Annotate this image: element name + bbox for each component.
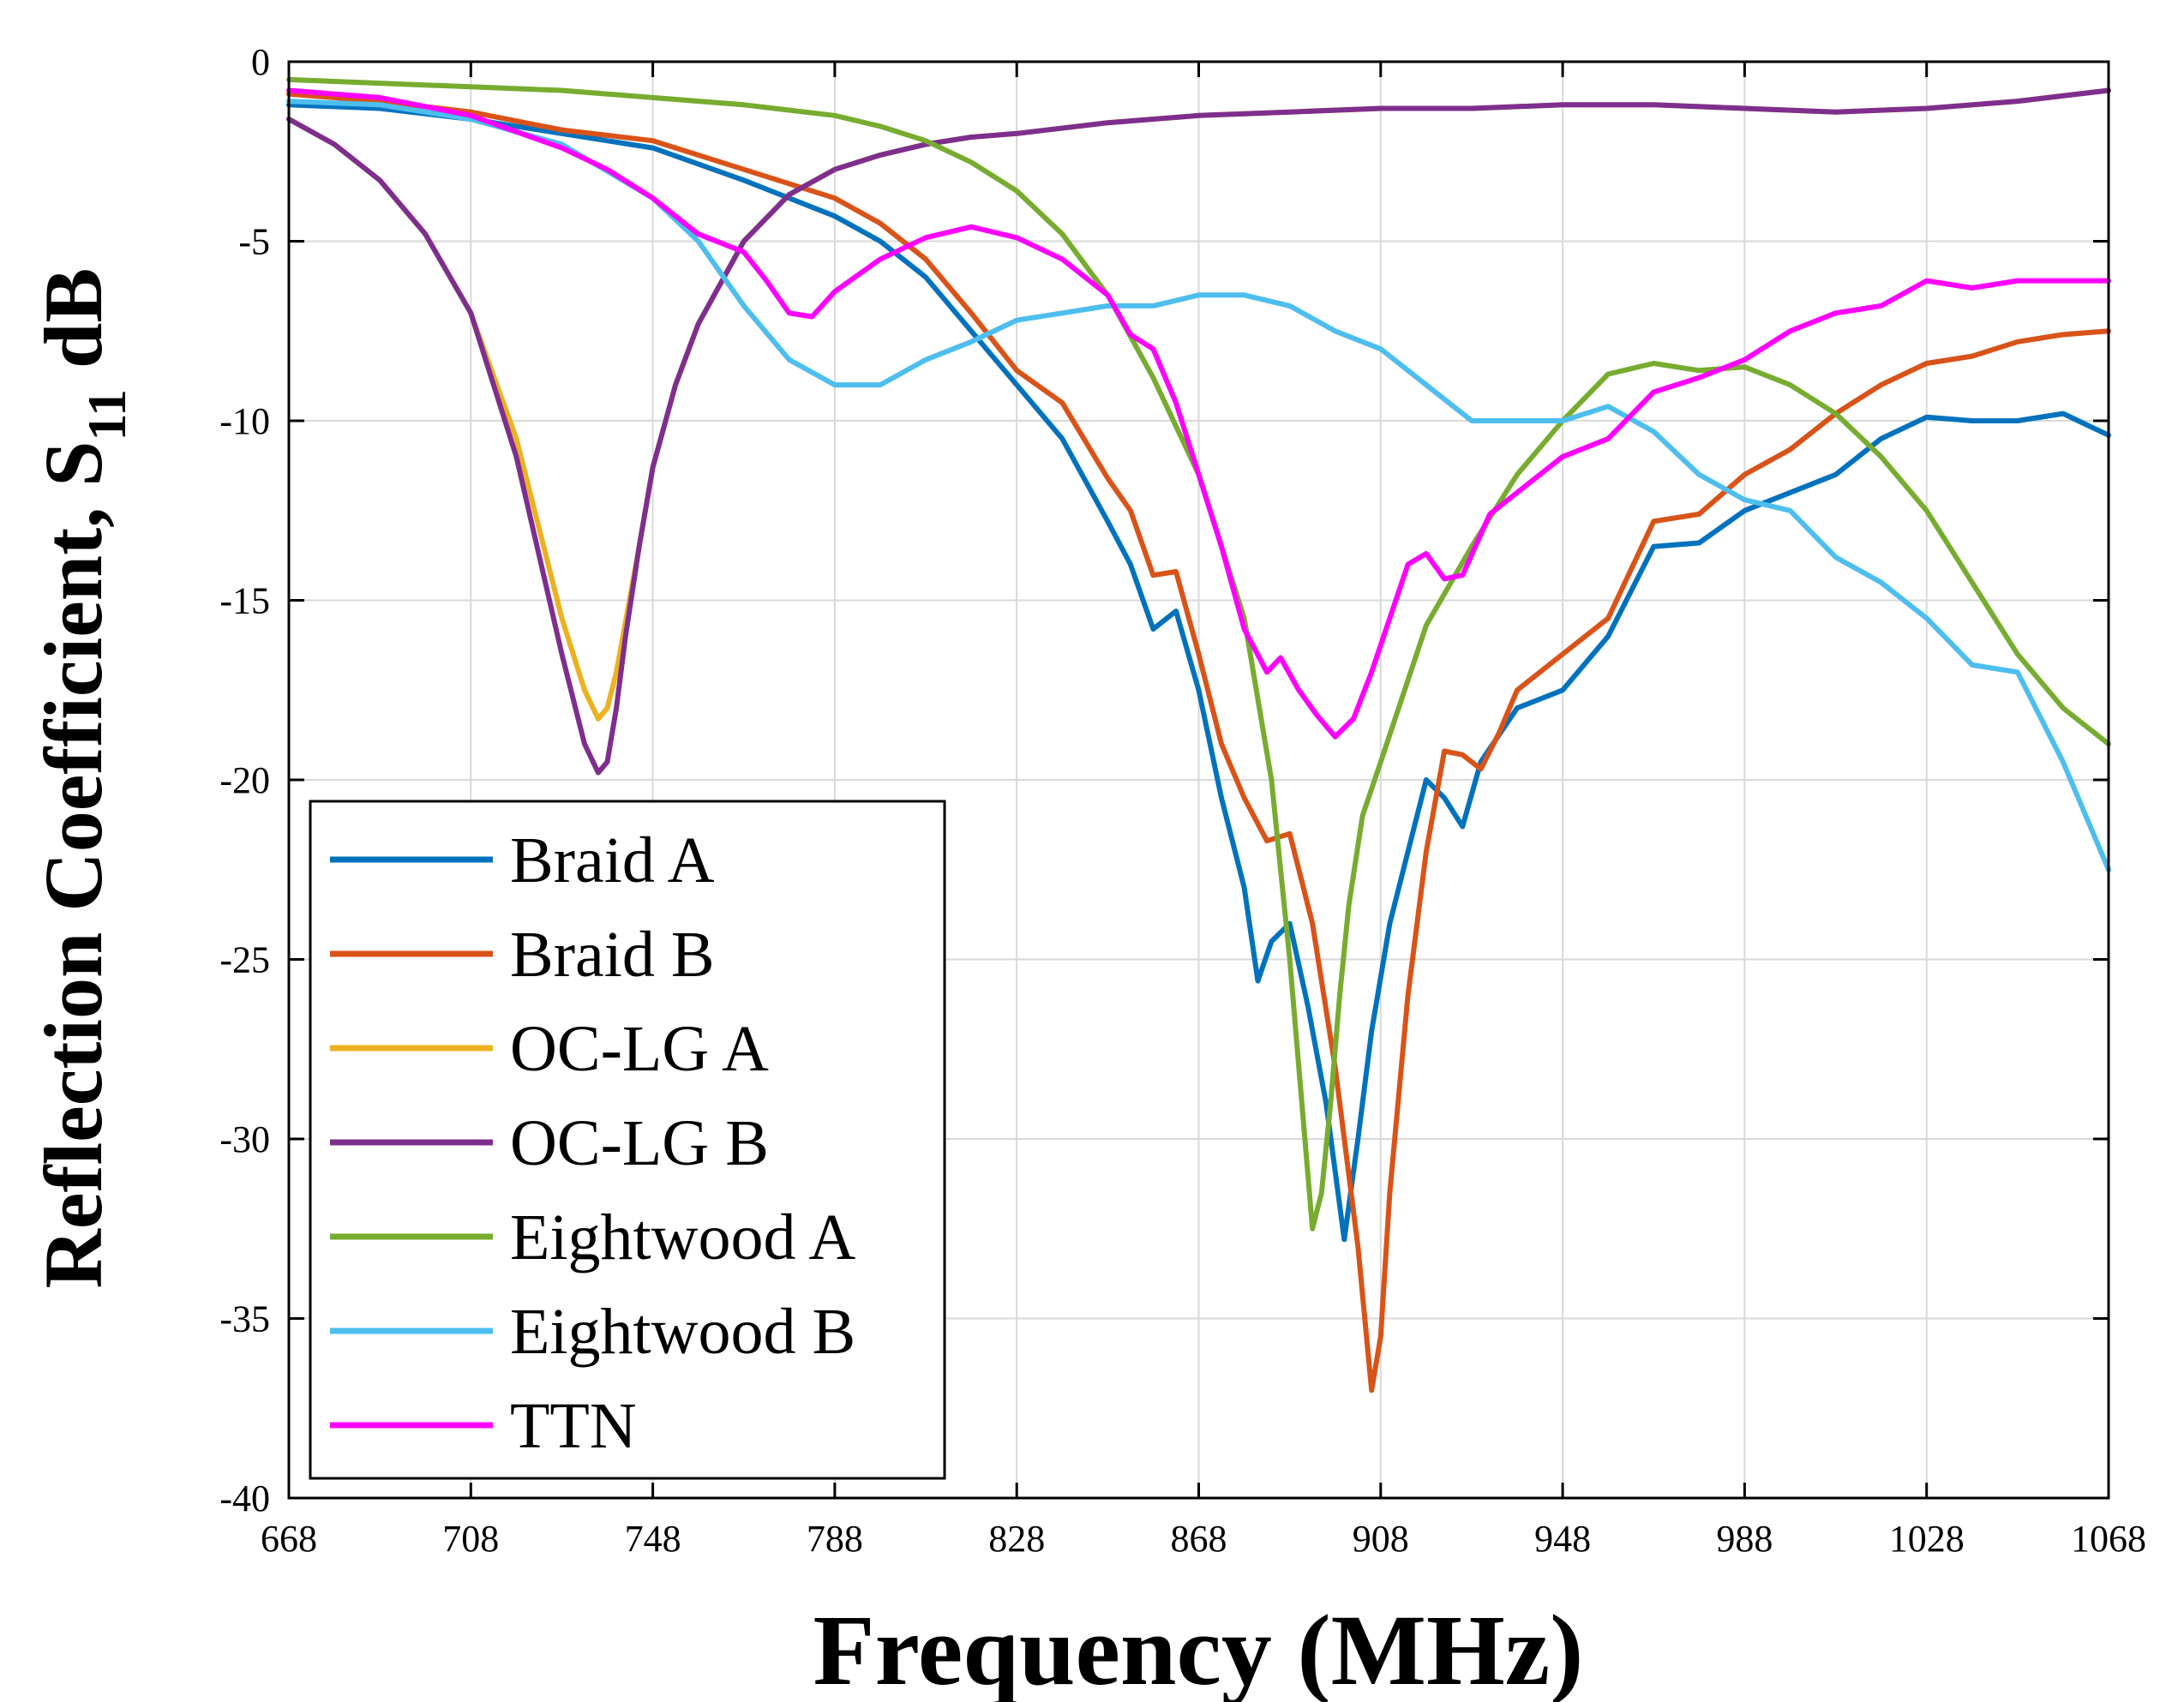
- x-tick-label: 788: [807, 1518, 863, 1560]
- legend-label-eightwood-b: Eightwood B: [510, 1296, 855, 1368]
- y-tick-label: -20: [219, 759, 270, 801]
- legend: Braid A Braid B OC-LG A OC-LG B Eightwood A E…: [309, 800, 946, 1480]
- y-tick-label: -5: [238, 221, 270, 263]
- legend-label-braid-b: Braid B: [510, 919, 715, 991]
- y-tick-label: -30: [219, 1118, 270, 1160]
- x-tick-label: 708: [442, 1518, 499, 1560]
- x-axis-title: Frequency (MHz): [813, 1594, 1584, 1702]
- x-tick-label: 868: [1171, 1518, 1227, 1560]
- legend-label-oc-lg-b: OC-LG B: [510, 1107, 769, 1179]
- series-line-eightwood-a: [286, 76, 2111, 1232]
- x-tick-label: 988: [1716, 1518, 1773, 1560]
- y-tick-label: -10: [219, 400, 270, 442]
- x-tick-label: 1068: [2071, 1518, 2146, 1560]
- x-tick-label: 828: [988, 1518, 1045, 1560]
- y-tick-label: 0: [251, 41, 270, 83]
- series-lines: [286, 76, 2111, 1393]
- legend-label-eightwood-a: Eightwood A: [510, 1202, 855, 1274]
- y-tick-label: -35: [219, 1298, 270, 1340]
- y-axis-title: Reflection Coefficient, S11 dB: [27, 268, 137, 1289]
- legend-label-ttn: TTN: [510, 1390, 637, 1462]
- x-tick-label: 1028: [1889, 1518, 1965, 1560]
- x-tick-label: 948: [1534, 1518, 1591, 1560]
- series-line-eightwood-b: [286, 99, 2111, 872]
- x-tick-label: 668: [261, 1518, 317, 1560]
- y-axis-title-subscript: 11: [76, 389, 137, 440]
- series-line-ttn: [286, 87, 2111, 740]
- y-tick-label: -25: [219, 939, 270, 981]
- y-axis-title-main: Reflection Coefficient, S: [27, 440, 119, 1288]
- y-axis-title-unit: dB: [27, 268, 119, 389]
- x-tick-label: 748: [625, 1518, 681, 1560]
- legend-label-oc-lg-a: OC-LG A: [510, 1013, 769, 1085]
- series-line-oc-lg-b: [286, 87, 2111, 776]
- y-tick-label: -15: [219, 580, 270, 622]
- legend-label-braid-a: Braid A: [510, 824, 715, 896]
- axis-ticks: 668 708 748 788 828 868 908 948 988 1028 1068 0 -5 -1…: [219, 41, 2146, 1560]
- y-tick-label: -40: [219, 1477, 270, 1519]
- x-tick-label: 908: [1353, 1518, 1409, 1560]
